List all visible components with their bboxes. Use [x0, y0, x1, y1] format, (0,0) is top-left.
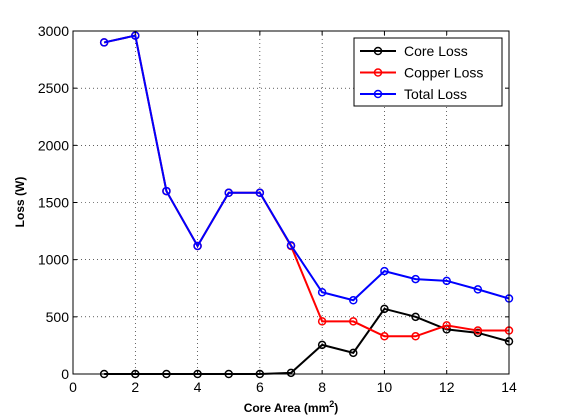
- copper-loss-point: [380, 332, 389, 341]
- tick-labels: 0 2 4 6 8 10 12 14 0 500 1000 1500 2000 2500 3000: [38, 23, 517, 395]
- y-tick-label: 3000: [38, 23, 69, 39]
- total-loss-point: [193, 241, 202, 251]
- y-axis-label: Loss (W): [13, 177, 27, 228]
- legend-copper-loss-marker: [373, 68, 383, 77]
- legend-total-loss-label: Total Loss: [404, 86, 467, 102]
- legend-copper-loss-label: Copper Loss: [404, 65, 483, 81]
- copper-loss-point: [473, 326, 483, 335]
- copper-loss-point: [349, 317, 358, 326]
- x-tick-label: 4: [194, 379, 202, 395]
- y-tick-label: 0: [61, 366, 69, 382]
- total-loss-line: [103, 34, 510, 302]
- x-tick-label: 10: [377, 379, 393, 395]
- copper-loss-point: [442, 321, 451, 330]
- legend: Core Loss Copper Loss Total Loss: [353, 37, 503, 107]
- total-loss-point: [380, 266, 389, 276]
- core-loss-point: [349, 348, 358, 358]
- total-loss-point: [349, 296, 358, 305]
- x-tick-label: 0: [69, 379, 77, 395]
- x-axis-label: Core Area (mm2): [244, 399, 339, 415]
- total-loss-point: [473, 285, 483, 294]
- y-tick-label: 2500: [38, 80, 69, 96]
- legend-core-loss-marker: [373, 46, 383, 56]
- core-loss-point: [411, 312, 420, 322]
- total-loss-point: [442, 276, 451, 286]
- y-tick-label: 1500: [38, 195, 69, 211]
- legend-core-loss-label: Core Loss: [404, 43, 468, 59]
- total-loss-point: [99, 38, 109, 47]
- legend-total-loss-marker: [373, 89, 383, 99]
- core-loss-point: [380, 304, 389, 314]
- total-loss-point: [255, 188, 265, 198]
- core-loss-point: [286, 368, 296, 378]
- y-tick-label: 500: [46, 309, 70, 325]
- copper-loss-point: [317, 317, 327, 326]
- copper-loss-point: [411, 332, 420, 341]
- total-loss-point: [411, 274, 420, 284]
- total-loss-point: [317, 288, 327, 297]
- total-loss-point: [224, 188, 233, 198]
- y-tick-label: 2000: [38, 137, 69, 153]
- x-tick-label: 2: [131, 379, 139, 395]
- y-tick-label: 1000: [38, 252, 69, 268]
- ticks: [72, 30, 510, 375]
- total-loss-point: [286, 241, 296, 250]
- total-loss-point: [162, 186, 171, 196]
- total-loss-series: [99, 31, 514, 305]
- core-loss-point: [317, 340, 327, 350]
- x-tick-label: 12: [439, 379, 455, 395]
- x-tick-label: 8: [318, 379, 326, 395]
- x-tick-label: 6: [256, 379, 264, 395]
- x-tick-label: 14: [501, 379, 517, 395]
